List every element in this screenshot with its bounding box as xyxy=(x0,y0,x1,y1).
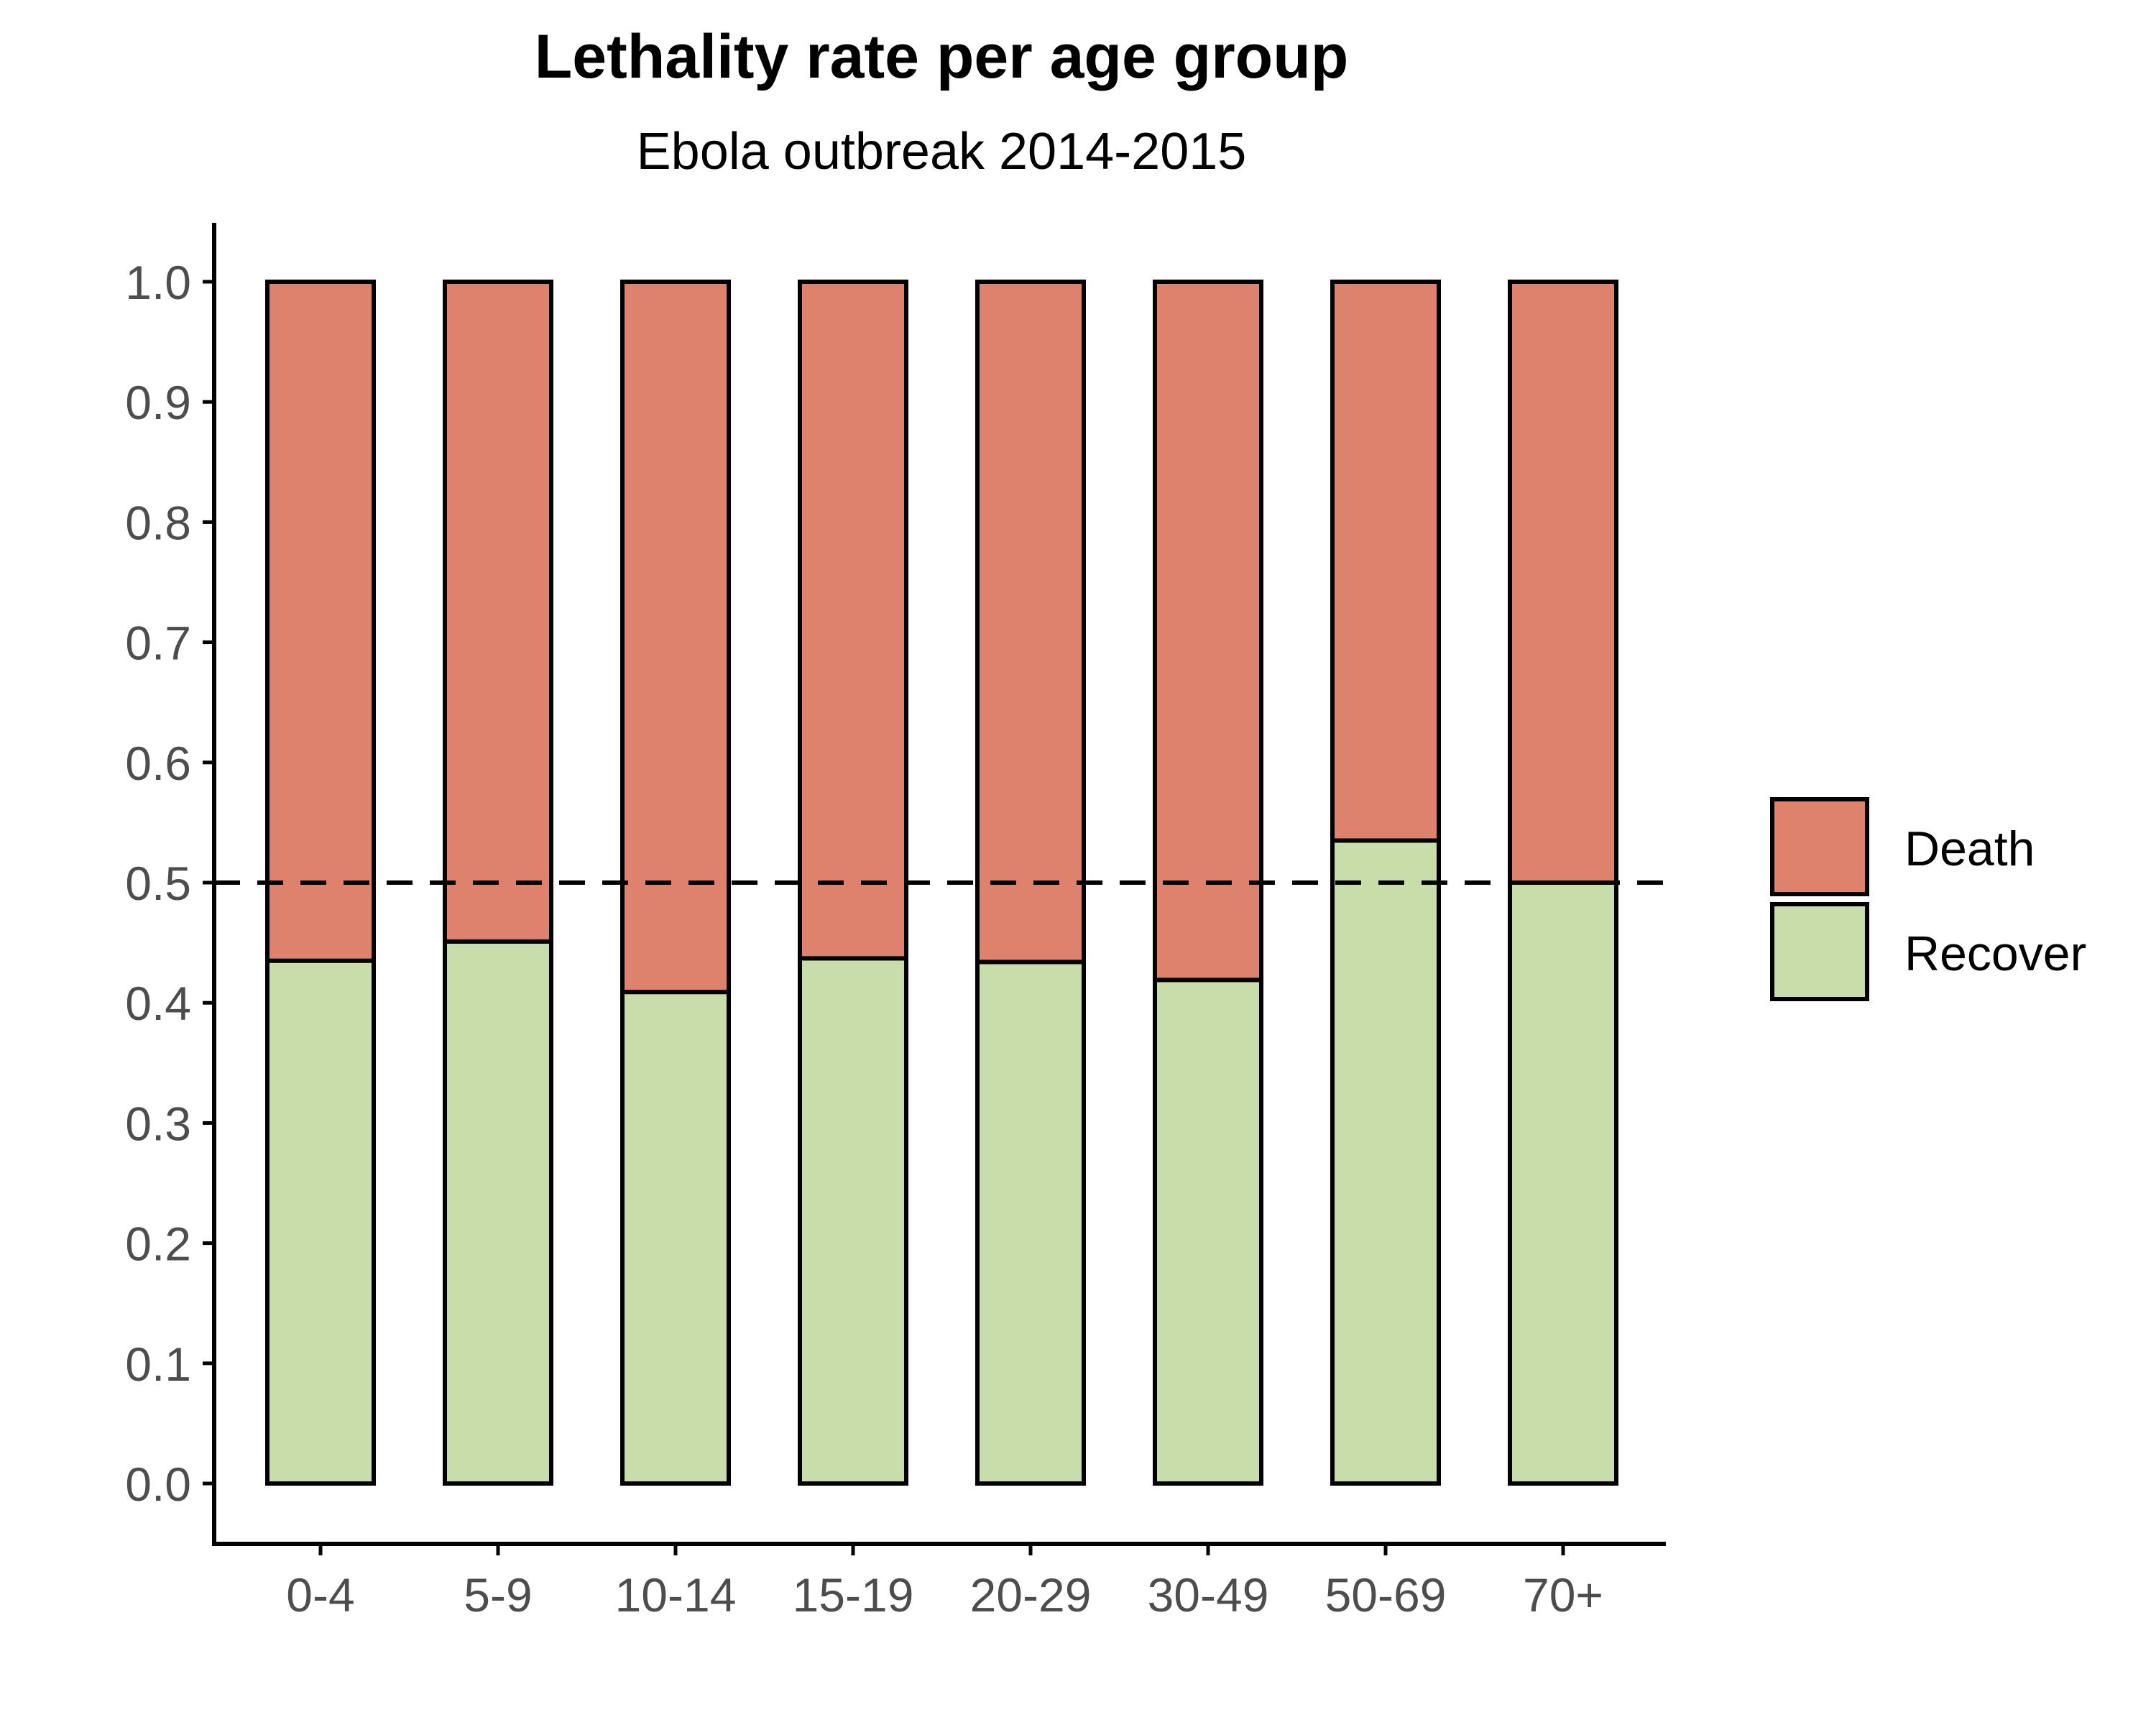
x-tick-label: 0-4 xyxy=(286,1568,354,1622)
y-tick-label: 0.2 xyxy=(125,1218,191,1271)
legend: Death Recover xyxy=(1770,797,2086,1001)
bar-recover-10-14 xyxy=(620,990,731,1486)
x-tick-label: 30-49 xyxy=(1148,1568,1269,1622)
y-axis-ticks: 0.0 0.1 0.2 0.3 0.4 0.5 0.6 0.7 0.8 0.9 1.0 xyxy=(125,256,214,1511)
y-tick-label: 0.6 xyxy=(125,737,191,790)
y-tick-label: 0.0 xyxy=(125,1458,191,1511)
y-tick-label: 0.3 xyxy=(125,1097,191,1150)
y-tick-label: 0.8 xyxy=(125,496,191,549)
chart-title: Lethality rate per age group xyxy=(535,22,1349,91)
bar-recover-15-19 xyxy=(798,956,908,1486)
bar-death-30-49 xyxy=(1153,280,1263,983)
chart-subtitle: Ebola outbreak 2014-2015 xyxy=(637,123,1247,180)
bar-death-5-9 xyxy=(443,280,553,944)
x-tick-label: 10-14 xyxy=(615,1568,737,1622)
legend-label-recover: Recover xyxy=(1904,926,2086,981)
bars-layer xyxy=(265,280,1618,1486)
y-tick-label: 0.7 xyxy=(125,617,191,670)
legend-swatch-death xyxy=(1770,797,1869,896)
bar-death-15-19 xyxy=(798,280,908,961)
bar-death-70+ xyxy=(1508,280,1618,885)
bar-recover-0-4 xyxy=(265,958,376,1486)
y-tick-label: 1.0 xyxy=(125,256,191,309)
bar-recover-20-29 xyxy=(975,960,1086,1486)
x-tick-label: 50-69 xyxy=(1325,1568,1447,1622)
legend-swatch-recover xyxy=(1770,902,1869,1001)
x-tick-label: 15-19 xyxy=(793,1568,914,1622)
y-tick-label: 0.9 xyxy=(125,376,191,429)
bar-death-0-4 xyxy=(265,280,376,963)
bar-recover-70+ xyxy=(1508,880,1618,1486)
bar-recover-50-69 xyxy=(1330,838,1441,1486)
bar-recover-5-9 xyxy=(443,939,553,1486)
x-tick-label: 20-29 xyxy=(970,1568,1092,1622)
x-tick-label: 5-9 xyxy=(464,1568,532,1622)
bar-recover-30-49 xyxy=(1153,978,1263,1486)
bar-death-50-69 xyxy=(1330,280,1441,843)
y-tick-label: 0.1 xyxy=(125,1338,191,1391)
legend-label-death: Death xyxy=(1904,822,2035,876)
x-tick-label: 70+ xyxy=(1523,1568,1603,1622)
y-tick-label: 0.4 xyxy=(125,977,191,1030)
bar-death-10-14 xyxy=(620,280,731,995)
bar-death-20-29 xyxy=(975,280,1086,965)
x-axis-ticks: 0-4 5-9 10-14 15-19 20-29 30-49 50-69 70+ xyxy=(286,1544,1603,1622)
y-tick-label: 0.5 xyxy=(125,857,191,910)
